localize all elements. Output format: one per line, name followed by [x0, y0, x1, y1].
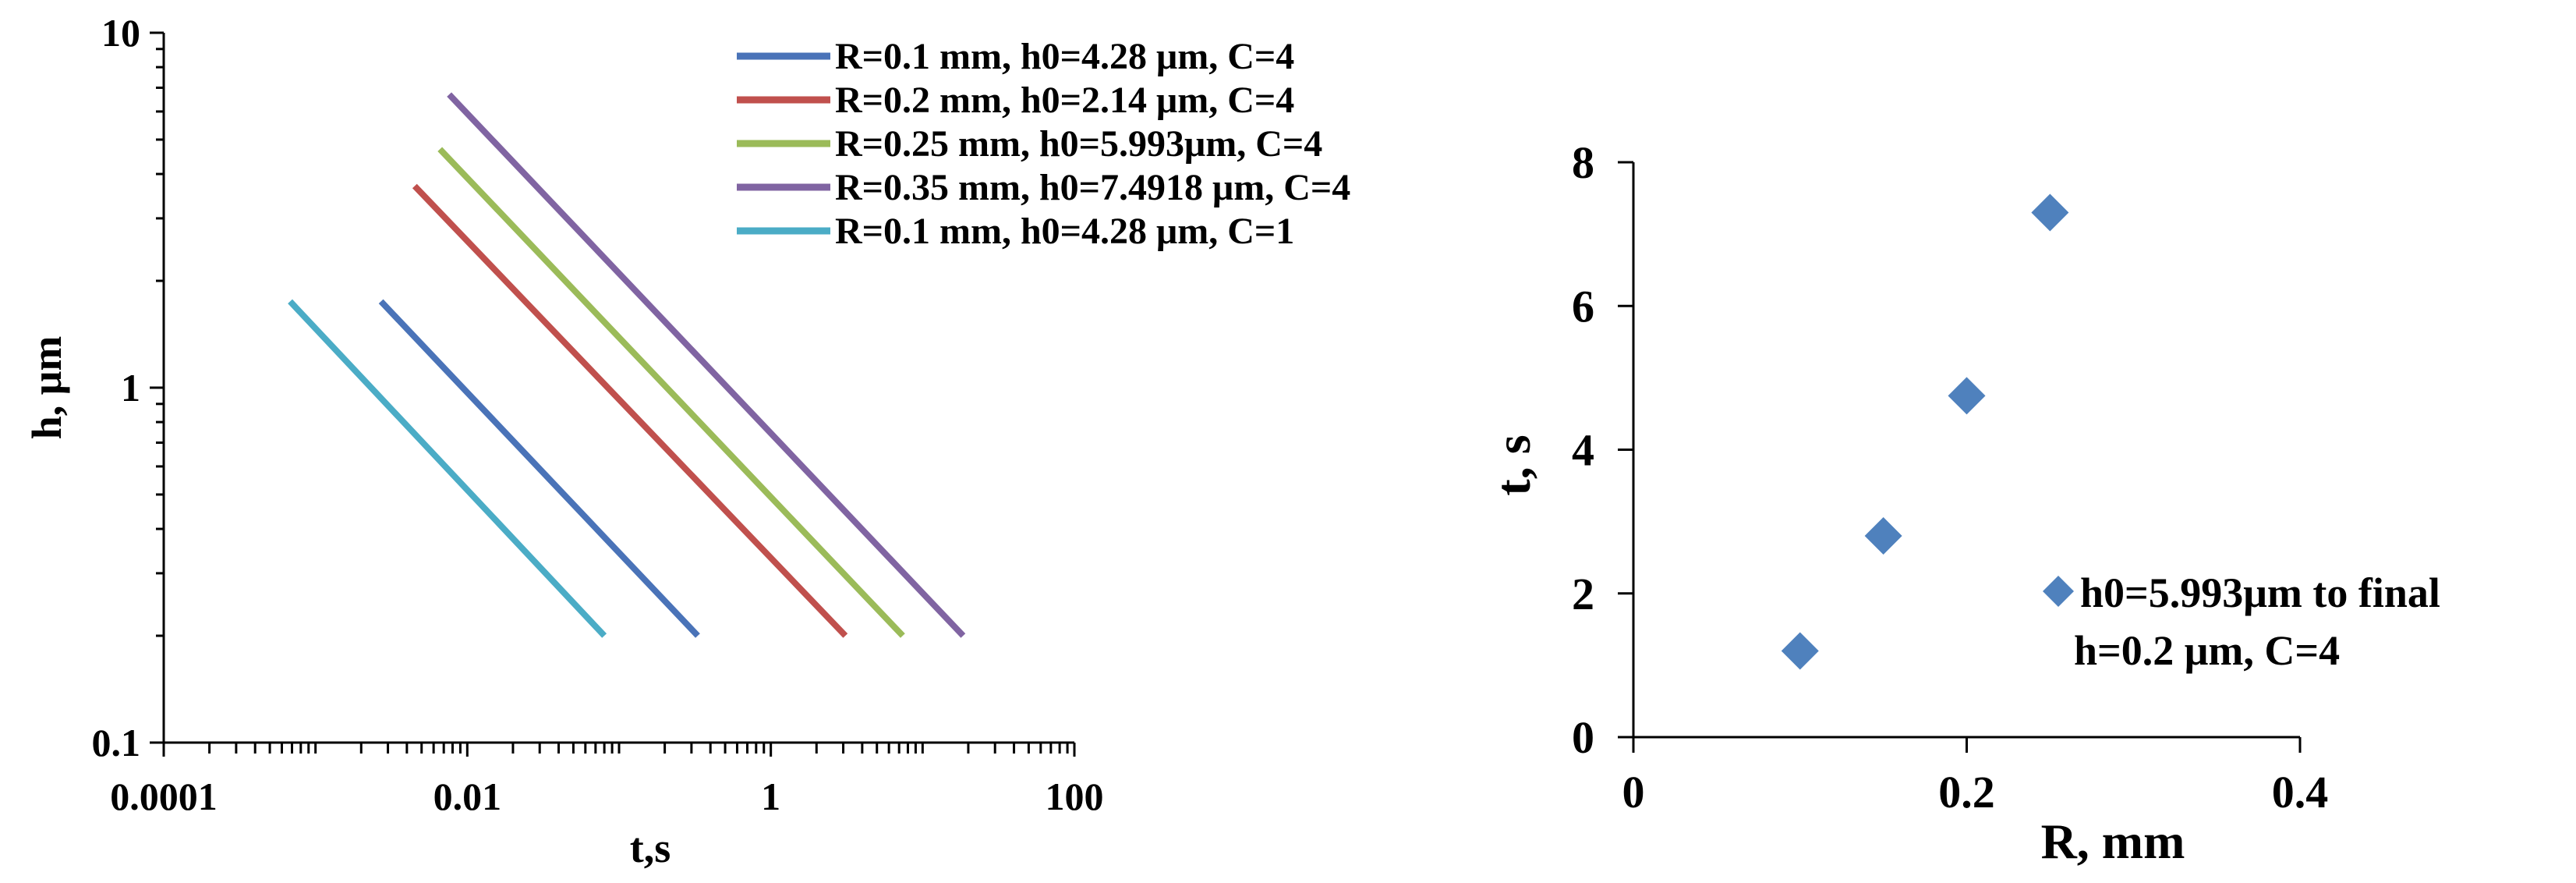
left-x-tick-label: 0.01	[433, 775, 502, 818]
left-x-axis-title: t,s	[630, 824, 671, 871]
right-y-tick-label: 2	[1572, 569, 1594, 619]
right-x-tick-label: 0	[1622, 767, 1645, 817]
right-data-point-1	[1781, 632, 1819, 670]
left-x-tick-label: 1	[761, 775, 780, 818]
left-legend-label-1: R=0.1 mm, h0=4.28 μm, C=4	[835, 36, 1294, 77]
right-data-point-4	[2031, 193, 2069, 232]
left-legend: R=0.1 mm, h0=4.28 μm, C=4R=0.2 mm, h0=2.…	[737, 36, 1350, 252]
right-x-tick-label: 0.4	[2272, 767, 2329, 817]
left-tick-marks	[150, 31, 1076, 757]
right-y-tick-label: 8	[1572, 137, 1594, 188]
left-series-lines	[288, 92, 966, 638]
right-x-axis-title: R, mm	[2041, 814, 2185, 869]
left-tick-labels: 0.1 1 10 0.0001 0.01 1 100	[92, 11, 1104, 818]
right-legend: h0=5.993μm to final h=0.2 μm, C=4	[2043, 569, 2440, 674]
left-series-line-3	[437, 147, 905, 638]
left-chart: 0.1 1 10 0.0001 0.01 1 100 t,s h, μm R=0.1 mm,…	[23, 11, 1350, 871]
left-y-tick-label: 0.1	[92, 721, 141, 764]
right-data-point-2	[1864, 517, 1902, 555]
left-y-axis-title: h, μm	[23, 336, 70, 440]
right-y-tick-label: 0	[1572, 712, 1594, 763]
left-legend-label-3: R=0.25 mm, h0=5.993μm, C=4	[835, 123, 1322, 165]
left-legend-label-2: R=0.2 mm, h0=2.14 μm, C=4	[835, 80, 1294, 121]
right-data-points	[1781, 193, 2069, 670]
right-legend-label-line1: h0=5.993μm to final	[2080, 569, 2440, 616]
left-y-tick-label: 1	[121, 366, 140, 410]
left-x-tick-label: 100	[1046, 775, 1104, 818]
right-y-tick-label: 6	[1572, 281, 1594, 332]
right-legend-marker-icon	[2043, 576, 2074, 607]
left-series-line-1	[378, 299, 700, 638]
right-data-point-3	[1948, 377, 1986, 415]
right-tick-labels: 0 2 4 6 8 0 0.2 0.4	[1572, 137, 2328, 817]
right-chart: 0 2 4 6 8 0 0.2 0.4 R, mm t, s h0=5.993μm to fi…	[1485, 137, 2440, 869]
left-legend-label-4: R=0.35 mm, h0=7.4918 μm, C=4	[835, 167, 1350, 208]
left-series-line-5	[288, 299, 607, 638]
left-series-line-2	[412, 183, 848, 638]
right-x-tick-label: 0.2	[1938, 767, 1995, 817]
left-y-tick-label: 10	[101, 11, 140, 55]
right-y-tick-label: 4	[1572, 425, 1594, 476]
left-x-tick-label: 0.0001	[110, 775, 218, 818]
right-tick-marks	[1618, 161, 2302, 753]
right-y-axis-title: t, s	[1485, 434, 1541, 495]
right-legend-label-line2: h=0.2 μm, C=4	[2074, 627, 2340, 674]
left-legend-label-5: R=0.1 mm, h0=4.28 μm, C=1	[835, 211, 1294, 252]
left-series-line-4	[447, 92, 966, 638]
